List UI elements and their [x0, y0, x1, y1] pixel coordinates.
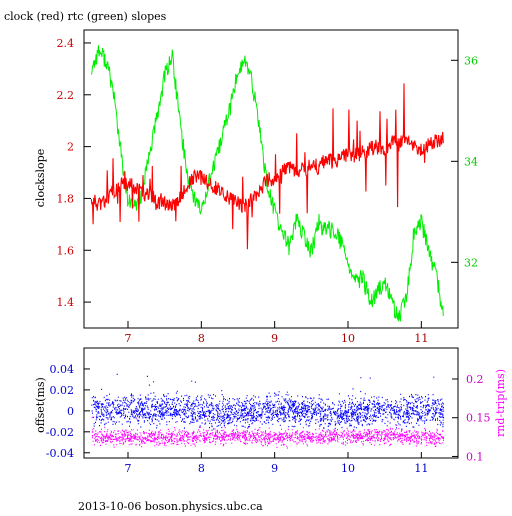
bottom-y2-axis-label: rnd-trip(ms) — [494, 369, 507, 437]
top-x-tick-label-8: 8 — [198, 332, 205, 345]
bottom-y-tick-label-1: -0.02 — [46, 426, 74, 439]
bottom-plot-frame — [83, 347, 459, 459]
top-y-axis-label: clockslope — [34, 149, 47, 207]
top-plot-frame — [83, 29, 459, 329]
chart-title: clock (red) rtc (green) slopes — [4, 10, 167, 23]
bottom-x-tick-label-8: 8 — [198, 462, 205, 475]
series-line-rtc — [90, 45, 444, 322]
bottom-panel: offset(ms) rnd-trip(ms) 7 8 9 10 11 -0.04 -0.0… — [34, 347, 507, 475]
top-y-tick-label-1: 1.6 — [57, 244, 75, 257]
bottom-x-tick-label-7: 7 — [125, 462, 132, 475]
top-x-tick-label-9: 9 — [271, 332, 278, 345]
top-y2-tick-label-0: 32 — [464, 256, 478, 269]
top-y-tick-label-5: 2.4 — [57, 37, 75, 50]
bottom-plot-area: 7 8 9 10 11 -0.04 -0.02 0 0.02 0.04 0.1 0.15 0.2 — [46, 363, 491, 475]
footer-label: 2013-10-06 boson.physics.ubc.ca — [78, 500, 263, 512]
bottom-y2-tick-label-0: 0.1 — [466, 450, 484, 463]
bottom-y-axis-label: offset(ms) — [34, 377, 47, 433]
top-y2-tick-label-1: 34 — [464, 155, 478, 168]
top-y-tick-label-3: 2 — [67, 141, 74, 154]
top-y-tick-label-0: 1.4 — [57, 296, 75, 309]
bottom-x-tick-label-9: 9 — [271, 462, 278, 475]
top-y-tick-label-2: 1.8 — [57, 192, 75, 205]
bottom-y-tick-label-3: 0.02 — [50, 384, 75, 397]
bottom-y-tick-label-0: -0.04 — [46, 447, 74, 460]
top-x-tick-label-7: 7 — [125, 332, 132, 345]
bottom-y2-tick-label-2: 0.2 — [466, 373, 484, 386]
series-points-offset — [91, 373, 445, 431]
bottom-y-tick-label-4: 0.04 — [50, 363, 75, 376]
bottom-y2-tick-label-1: 0.15 — [466, 412, 491, 425]
series-points-roundtrip — [91, 414, 444, 449]
top-plot-area: 7 8 9 10 11 1.4 1.6 1.8 2 2.2 2.4 32 34 36 — [57, 37, 479, 345]
bottom-y-tick-label-2: 0 — [67, 405, 74, 418]
top-panel: clockslope 7 8 9 10 11 1.4 1.6 1.8 2 2.2 2.4 32 34 36 — [34, 29, 479, 345]
series-line-clock — [90, 83, 444, 250]
bottom-x-tick-label-11: 11 — [414, 462, 428, 475]
top-y2-tick-label-2: 36 — [464, 54, 478, 67]
top-x-tick-label-11: 11 — [414, 332, 428, 345]
top-y-tick-label-4: 2.2 — [57, 89, 75, 102]
top-x-tick-label-10: 10 — [341, 332, 355, 345]
bottom-x-tick-label-10: 10 — [341, 462, 355, 475]
